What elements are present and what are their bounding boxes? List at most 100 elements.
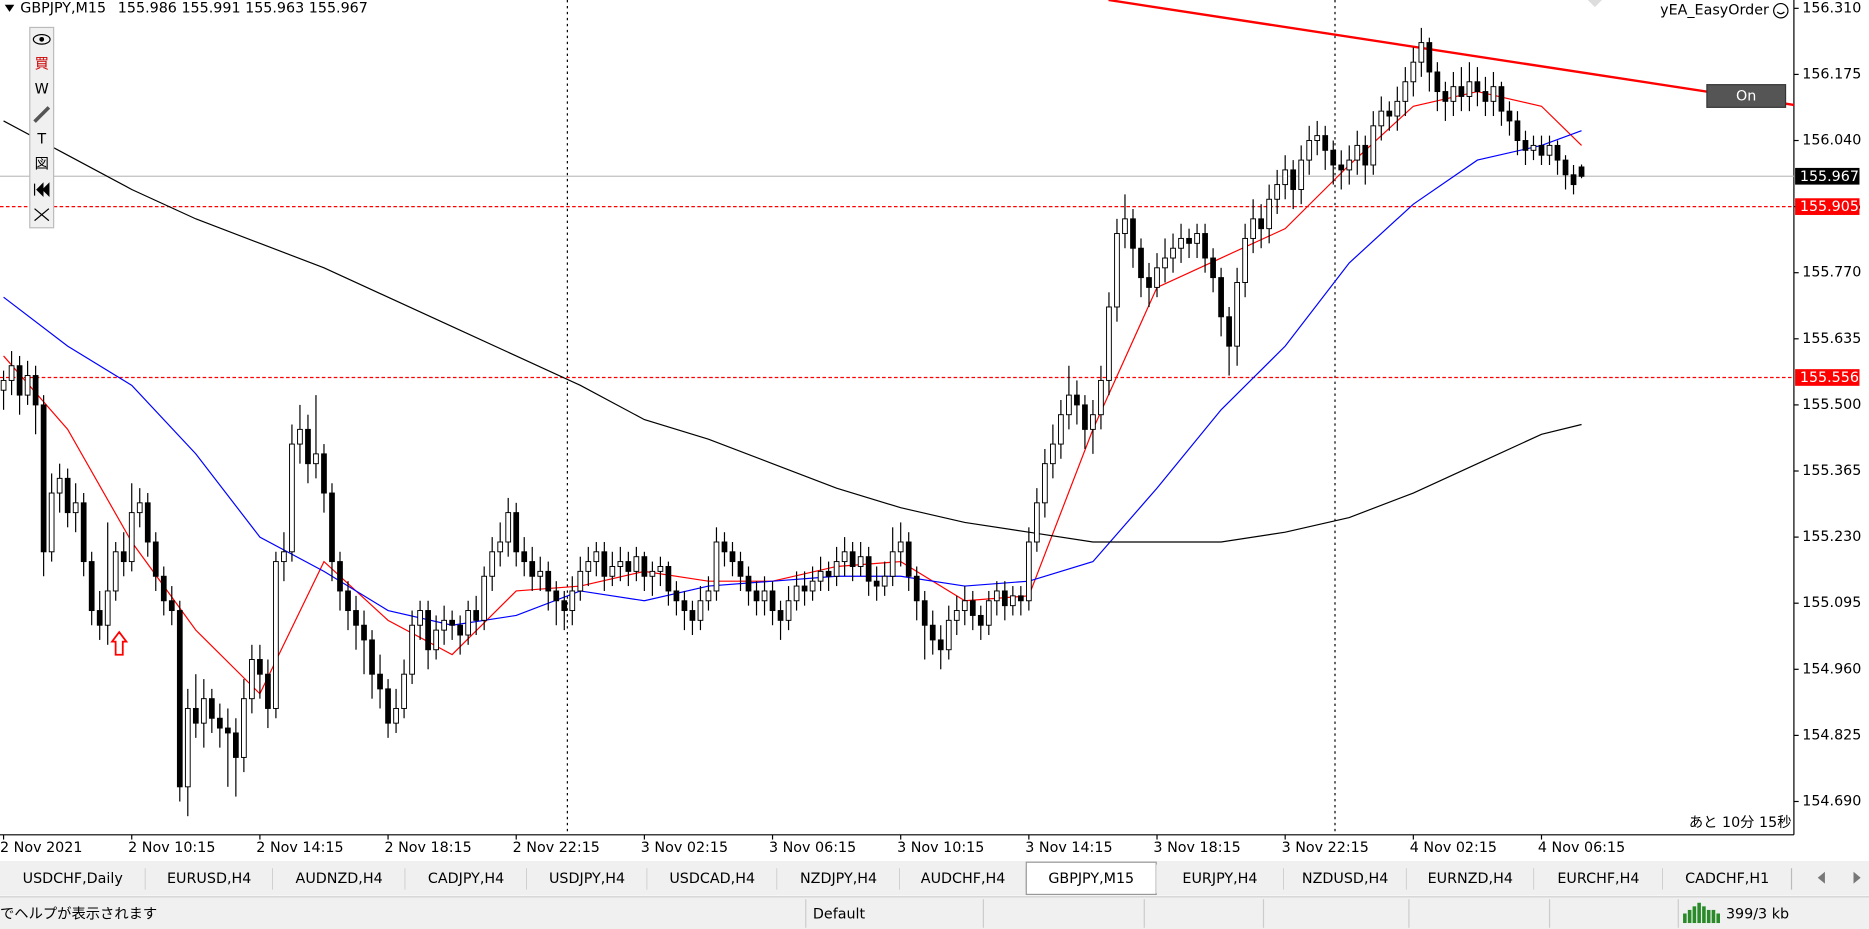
candle-body bbox=[1322, 135, 1329, 151]
tab[interactable] bbox=[526, 864, 648, 894]
scissors-icon[interactable] bbox=[34, 208, 50, 222]
tab[interactable] bbox=[647, 864, 778, 894]
pen-icon[interactable] bbox=[33, 106, 51, 123]
candle-body bbox=[1538, 144, 1545, 156]
tab[interactable] bbox=[1662, 864, 1792, 894]
candle-body bbox=[529, 561, 536, 577]
candle-body bbox=[1025, 541, 1032, 602]
candle-body bbox=[1034, 502, 1040, 543]
candle-body bbox=[1386, 110, 1393, 117]
x-tick-label: 2 Nov 2021 bbox=[0, 840, 82, 856]
candle-body bbox=[1562, 159, 1569, 176]
tab-label[interactable]: EURCHF,H4 bbox=[1557, 871, 1639, 887]
tab[interactable] bbox=[1406, 864, 1535, 894]
moving-average bbox=[3, 120, 1582, 543]
candle-body bbox=[112, 551, 119, 592]
candle-body bbox=[369, 639, 375, 675]
candle-body bbox=[1506, 110, 1513, 122]
eye-icon[interactable] bbox=[39, 36, 45, 42]
candle-body bbox=[273, 561, 279, 709]
candle-body bbox=[192, 707, 199, 724]
candle-body bbox=[1370, 125, 1377, 166]
tool-text[interactable]: T bbox=[36, 132, 46, 148]
candle-body bbox=[1250, 218, 1256, 239]
x-tick-label: 2 Nov 22:15 bbox=[513, 840, 600, 856]
candle-body bbox=[1009, 595, 1016, 607]
candle-body bbox=[681, 600, 688, 612]
candle-body bbox=[1202, 233, 1208, 259]
candle-body bbox=[673, 590, 680, 602]
candle-body bbox=[1266, 198, 1273, 230]
candle-body bbox=[1578, 166, 1585, 177]
tool-buy[interactable]: 買 bbox=[35, 56, 49, 72]
candle-body bbox=[569, 590, 576, 612]
plot bbox=[0, 27, 1794, 817]
candle-body bbox=[265, 673, 271, 709]
tab[interactable] bbox=[272, 864, 406, 894]
tab-label[interactable]: USDJPY,H4 bbox=[549, 871, 625, 887]
tab-label[interactable]: AUDCHF,H4 bbox=[921, 871, 1006, 887]
candle-body bbox=[1306, 140, 1313, 161]
candle-body bbox=[505, 512, 512, 543]
candle-body bbox=[641, 556, 648, 577]
candle-body bbox=[665, 566, 672, 592]
candle-body bbox=[617, 561, 624, 567]
candle-body bbox=[64, 477, 71, 514]
tab-label[interactable]: USDCHF,Daily bbox=[23, 871, 124, 887]
candle-body bbox=[817, 570, 824, 582]
rewind-icon[interactable] bbox=[33, 182, 50, 198]
on-button-label[interactable]: On bbox=[1736, 89, 1756, 105]
tab-scroll-left[interactable] bbox=[1817, 871, 1825, 884]
tab-label[interactable]: CADCHF,H1 bbox=[1685, 871, 1769, 887]
y-tick-label: 154.690 bbox=[1802, 793, 1861, 809]
tab[interactable] bbox=[1534, 864, 1663, 894]
tab[interactable] bbox=[777, 864, 900, 894]
candle-body bbox=[585, 561, 592, 572]
candle-body bbox=[889, 551, 896, 577]
candle-body bbox=[561, 600, 568, 612]
candle-body bbox=[1282, 169, 1289, 186]
tab[interactable] bbox=[145, 864, 273, 894]
candle-body bbox=[441, 619, 447, 631]
tool-shape[interactable]: 図 bbox=[35, 156, 49, 173]
candle-body bbox=[1162, 257, 1168, 269]
tab-label[interactable]: AUDNZD,H4 bbox=[296, 871, 383, 887]
candle-body bbox=[969, 600, 976, 616]
tab[interactable] bbox=[899, 864, 1027, 894]
candle-body bbox=[721, 541, 728, 553]
candle-body bbox=[953, 610, 960, 621]
menu-triangle bbox=[4, 4, 15, 12]
tab[interactable] bbox=[405, 864, 527, 894]
tab-label[interactable]: NZDUSD,H4 bbox=[1302, 871, 1388, 887]
on-button[interactable] bbox=[1706, 84, 1787, 108]
tab-label[interactable]: EURJPY,H4 bbox=[1182, 871, 1257, 887]
candle-body bbox=[1418, 42, 1425, 63]
tool-w[interactable]: W bbox=[35, 81, 49, 97]
y-tick-label: 155.500 bbox=[1802, 397, 1861, 413]
y-tick-label: 154.825 bbox=[1802, 727, 1861, 743]
trend-line bbox=[1108, 0, 1795, 107]
tab[interactable] bbox=[0, 864, 146, 894]
x-tick-label: 4 Nov 02:15 bbox=[1410, 840, 1497, 856]
candle-body bbox=[176, 610, 183, 788]
x-tick-label: 3 Nov 06:15 bbox=[769, 840, 856, 856]
candle-body bbox=[425, 610, 431, 651]
tab-label[interactable]: NZDJPY,H4 bbox=[800, 871, 877, 887]
eye-icon[interactable] bbox=[32, 33, 51, 45]
tab-label[interactable]: EURNZD,H4 bbox=[1428, 871, 1513, 887]
candle-body bbox=[1226, 316, 1232, 347]
tab[interactable] bbox=[1283, 864, 1407, 894]
tab-label[interactable]: GBPJPY,M15 bbox=[1048, 871, 1134, 887]
tab-label[interactable]: USDCAD,H4 bbox=[669, 871, 755, 887]
tab-scroll-right[interactable] bbox=[1853, 871, 1861, 884]
tab-label[interactable]: CADJPY,H4 bbox=[428, 871, 504, 887]
x-tick-label: 4 Nov 06:15 bbox=[1538, 840, 1625, 856]
tab-label[interactable]: EURUSD,H4 bbox=[167, 871, 251, 887]
tab[interactable] bbox=[1156, 864, 1284, 894]
candle-body bbox=[353, 610, 359, 626]
bid-tag bbox=[1795, 167, 1860, 185]
y-tick-label: 155.770 bbox=[1802, 265, 1861, 281]
candle-body bbox=[1154, 267, 1160, 288]
candle-body bbox=[393, 707, 399, 724]
candle-body bbox=[321, 453, 327, 494]
